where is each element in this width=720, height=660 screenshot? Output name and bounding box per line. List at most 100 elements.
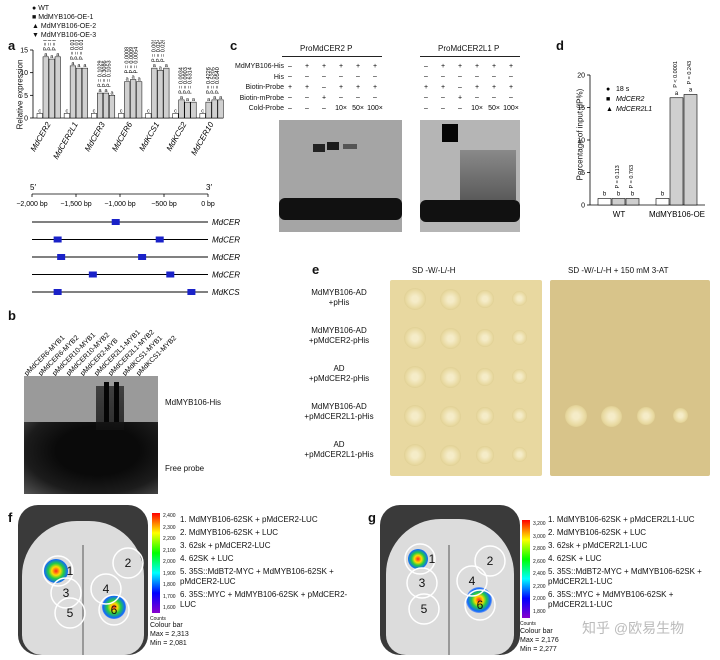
- grid-cell: +: [492, 63, 496, 70]
- bar: [145, 113, 152, 119]
- free-probe-label: Free probe: [165, 464, 205, 473]
- circle-number: 6: [477, 598, 484, 612]
- circle-number: 2: [487, 554, 494, 568]
- bar-letter: a: [180, 95, 184, 101]
- grid-cell: 100×: [503, 105, 519, 112]
- category-label: MdCER3: [83, 120, 107, 153]
- myb-site: [187, 289, 196, 295]
- legend-marker: ●: [606, 86, 610, 93]
- p-value: P = 0.0103: [70, 40, 76, 60]
- yeast-spot: [601, 405, 622, 427]
- category-label: MdCER10: [189, 120, 216, 157]
- yeast-spot: [512, 446, 528, 462]
- bar: [136, 81, 143, 119]
- yeast-spot: [476, 367, 495, 386]
- panel-c-gel-2: [420, 120, 520, 232]
- gene-name: MdKCS1: [212, 288, 240, 297]
- five-prime: 5′: [30, 183, 36, 192]
- bar-letter: a: [165, 63, 169, 69]
- yeast-spot: [512, 368, 528, 384]
- myb-site: [111, 219, 120, 225]
- infiltration-circle: [408, 593, 440, 625]
- grid-cell: +: [305, 63, 309, 70]
- construct-item: 3. 62sk + pMdCER2L1-LUC: [548, 541, 648, 550]
- bar: [109, 95, 116, 119]
- y-tick-label: 5: [581, 170, 585, 177]
- circle-number: 5: [67, 606, 74, 620]
- scale-label: −1,000 bp: [104, 201, 135, 208]
- bar-letter: a: [186, 97, 190, 103]
- bar-letter: a: [99, 88, 103, 94]
- row-label: AD +pMdCER2L1-pHis: [304, 440, 374, 459]
- construct-item: 3. 62sk + pMdCER2-LUC: [180, 541, 271, 550]
- panel-a-chart: 051015caaaP = 0.0042P = 0.0235P = 0.0026…: [20, 40, 224, 161]
- infiltration-circle: [406, 567, 438, 599]
- yeast-spot: [404, 327, 427, 350]
- grid-cell: –: [322, 74, 326, 81]
- bar: [683, 94, 698, 206]
- bar: [97, 92, 104, 119]
- grid-cell: –: [288, 63, 292, 70]
- rule-2: [420, 56, 520, 57]
- legend-marker: ■: [606, 96, 610, 103]
- bar: [69, 65, 76, 119]
- category-label: MdKCS2: [165, 120, 189, 153]
- bar-letter: a: [192, 97, 196, 103]
- bar: [81, 67, 88, 119]
- p-value: P = 0.0034: [179, 67, 185, 94]
- scale-value: 2,400: [533, 571, 546, 577]
- p-value: P = 0.0127: [79, 40, 85, 60]
- bar: [172, 113, 179, 119]
- grid-cell: –: [339, 74, 343, 81]
- header-procer2l1: ProMdCER2L1 P: [438, 44, 500, 53]
- grid-cell: –: [424, 105, 428, 112]
- yeast-spot: [404, 366, 427, 389]
- scale-value: 1,600: [163, 605, 176, 611]
- circle-number: 5: [421, 602, 428, 616]
- panel-b-lane-labels: pMdCER6-MYB1pMdCER6-MYB2pMdCER10-MYB1pMd…: [23, 329, 178, 377]
- infiltration-circle: [98, 594, 130, 626]
- construct-item: 1. MdMYB106-62SK + pMdCER2L1-LUC: [548, 515, 695, 524]
- watermark: 知乎 @欧易生物: [582, 620, 685, 636]
- bar-letter: c: [93, 108, 96, 114]
- p-value: P = 0.0235: [48, 40, 54, 51]
- header-procer2: ProMdCER2 P: [300, 44, 353, 53]
- construct-item: 2. MdMYB106-62SK + LUC: [180, 528, 279, 537]
- grid-cell: –: [288, 95, 292, 102]
- scale-value: 1,700: [163, 593, 176, 600]
- bar-letter: a: [44, 52, 48, 58]
- p-value: P = 0.0008: [124, 47, 130, 74]
- myb-site: [166, 271, 175, 278]
- y-tick-label: 20: [577, 73, 585, 80]
- grid-cell: –: [475, 95, 479, 102]
- grid-cell: +: [458, 95, 462, 102]
- grid-cell: +: [373, 63, 377, 70]
- panel-g-circles: 1 2 3 4 5 6: [404, 543, 506, 625]
- bar: [190, 101, 197, 119]
- grid-cell: +: [322, 63, 326, 70]
- category-label: MdKCS1: [138, 121, 162, 153]
- panel-a-label: a: [8, 38, 16, 53]
- panel-f-scale: 2,400 2,300 2,200 2,100 2,000 1,900 1,800 1,700…: [163, 511, 176, 615]
- row-label: MdMYB106-AD +pMdCER2-pHis: [308, 326, 370, 345]
- bar: [130, 79, 137, 119]
- scale-value: 2,200: [533, 583, 546, 590]
- grid-cell: +: [492, 84, 496, 91]
- bar: [217, 99, 224, 119]
- gene-name: MdCER10: [212, 271, 240, 280]
- grid-cell: +: [424, 84, 428, 91]
- grid-cell: 50×: [352, 105, 364, 112]
- grid-cell: +: [339, 63, 343, 70]
- bar: [597, 198, 612, 206]
- myb-site: [53, 236, 62, 243]
- panel-g-colourbar: [522, 520, 530, 618]
- bar-letter: a: [71, 61, 75, 67]
- infiltration-circle: [50, 577, 82, 609]
- bar: [178, 99, 185, 119]
- scale-label: −1,500 bp: [60, 201, 91, 208]
- p-value: P = 0.6314: [188, 67, 194, 94]
- rule-1: [282, 56, 382, 57]
- bar-letter: c: [120, 108, 123, 114]
- bar: [36, 113, 43, 119]
- grid-cell: –: [441, 105, 445, 112]
